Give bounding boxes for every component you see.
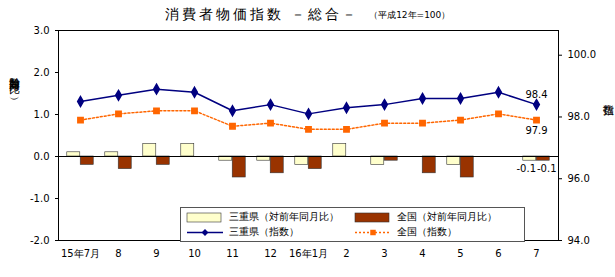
html-text:対前年同月比（%）: 対前年同月比（%） <box>8 69 21 91</box>
svg-text:5: 5 <box>457 248 463 259</box>
svg-text:-0.1: -0.1 <box>537 163 557 174</box>
svg-text:4: 4 <box>419 248 425 259</box>
svg-text:6: 6 <box>495 248 501 259</box>
svg-text:100.0: 100.0 <box>568 49 597 60</box>
svg-text:16年1月: 16年1月 <box>289 248 328 259</box>
svg-text:3: 3 <box>381 248 387 259</box>
svg-text:11: 11 <box>226 248 239 259</box>
svg-text:98.4: 98.4 <box>525 89 547 100</box>
svg-text:-2.0: -2.0 <box>30 235 50 246</box>
svg-text:96.0: 96.0 <box>568 173 590 184</box>
html-text:全国（対前年同月比）: 全国（対前年同月比） <box>396 211 497 222</box>
svg-text:-1.0: -1.0 <box>30 193 50 204</box>
html-text:三重県（指数）: 三重県（指数） <box>229 226 299 237</box>
svg-text:3.0: 3.0 <box>34 25 50 36</box>
svg-text:94.0: 94.0 <box>568 235 590 246</box>
svg-text:10: 10 <box>188 248 201 259</box>
svg-text:8: 8 <box>115 248 121 259</box>
svg-text:15年7月: 15年7月 <box>61 248 100 259</box>
html-text:全国（指数）: 全国（指数） <box>396 226 457 237</box>
svg-text:98.0: 98.0 <box>568 111 590 122</box>
svg-text:2: 2 <box>343 248 349 259</box>
svg-text:7: 7 <box>533 248 539 259</box>
html-text:消費者物価指数 －総合－: 消費者物価指数 －総合－ <box>164 6 360 22</box>
svg-text:1.0: 1.0 <box>34 109 50 120</box>
svg-text:2.0: 2.0 <box>34 67 50 78</box>
html-text:（平成12年=100）: （平成12年=100） <box>369 10 451 20</box>
html-text:三重県（対前年同月比）: 三重県（対前年同月比） <box>229 211 339 222</box>
svg-text:-0.1: -0.1 <box>516 163 536 174</box>
svg-text:9: 9 <box>153 248 159 259</box>
svg-text:0.0: 0.0 <box>34 151 50 162</box>
svg-text:97.9: 97.9 <box>525 125 547 136</box>
svg-text:12: 12 <box>264 248 277 259</box>
